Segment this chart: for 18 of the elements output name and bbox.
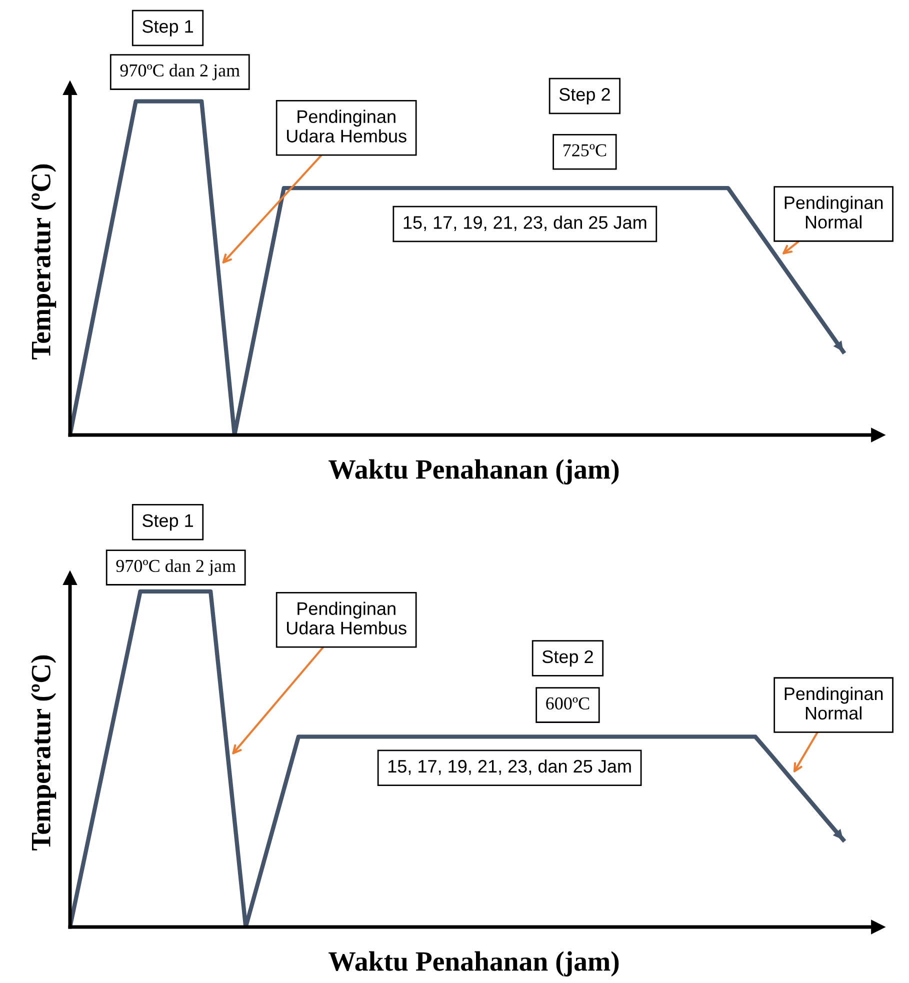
text: Step 1 — [142, 20, 193, 36]
annotation: Pendinginan Udara Hembus — [287, 110, 406, 142]
annotation: Pendinginan Normal — [784, 686, 883, 720]
text: 970ºC dan 2 jam — [116, 559, 236, 576]
text: 970ºC dan 2 jam — [120, 64, 240, 80]
y-axis-title: Temperatur (ºC) — [30, 164, 56, 360]
annotation: Step 2 — [559, 88, 610, 104]
x-axis-title: Waktu Penahanan (jam) — [328, 951, 619, 976]
x-axis-title: Waktu Penahanan (jam) — [328, 459, 619, 484]
annotation: 15, 17, 19, 21, 23, dan 25 Jam — [404, 216, 646, 232]
annotation: 725ºC — [564, 144, 606, 156]
annotation: 15, 17, 19, 21, 23, dan 25 Jam — [388, 759, 631, 775]
annotation: Pendinginan Udara Hembus — [287, 602, 406, 634]
y-axis-title: Temperatur (ºC) — [30, 655, 56, 850]
text: Step 1 — [142, 514, 193, 531]
annotation: Pendinginan Normal — [784, 196, 883, 229]
annotation: 600ºC — [546, 697, 590, 710]
annotation: Step 2 — [542, 650, 593, 667]
